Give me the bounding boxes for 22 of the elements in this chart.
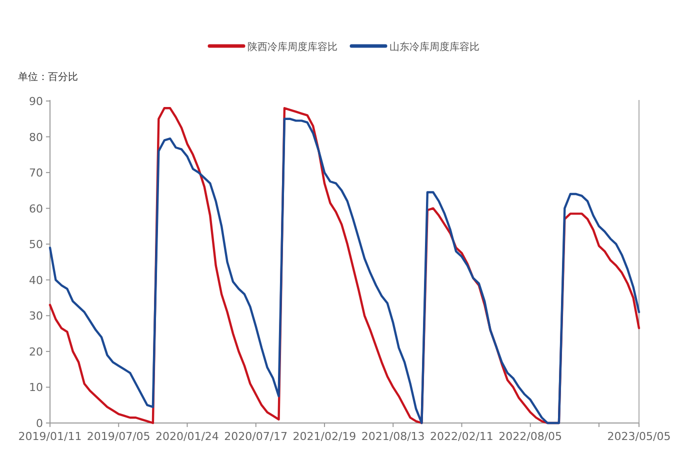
y-tick-label: 20	[29, 345, 43, 358]
y-tick-label: 50	[29, 238, 43, 252]
x-tick-label: 2022/08/05	[498, 430, 562, 443]
y-tick-label: 80	[29, 130, 43, 144]
legend-label: 陕西冷库周度库容比	[248, 41, 338, 53]
y-tick-label: 10	[29, 381, 43, 394]
y-tick-label: 60	[29, 202, 43, 216]
x-tick-label: 2022/02/11	[430, 430, 494, 443]
x-tick-label: 2021/08/13	[361, 430, 425, 443]
y-tick-label: 30	[29, 310, 43, 323]
x-tick-label: 2019/01/11	[18, 430, 82, 443]
y-tick-label: 40	[29, 274, 43, 287]
x-tick-label: 2020/07/17	[224, 430, 288, 443]
x-tick-label: 2020/01/24	[156, 430, 219, 443]
x-tick-label: 2023/05/05	[607, 430, 671, 443]
y-axis-title: 单位：百分比	[18, 71, 78, 83]
x-tick-label: 2021/02/19	[292, 430, 356, 443]
legend-label: 山东冷库周度库容比	[390, 41, 480, 53]
y-tick-label: 70	[29, 166, 43, 180]
y-tick-label: 0	[36, 417, 43, 430]
y-tick-label: 90	[29, 95, 43, 108]
x-tick-label: 2019/07/05	[86, 430, 150, 443]
